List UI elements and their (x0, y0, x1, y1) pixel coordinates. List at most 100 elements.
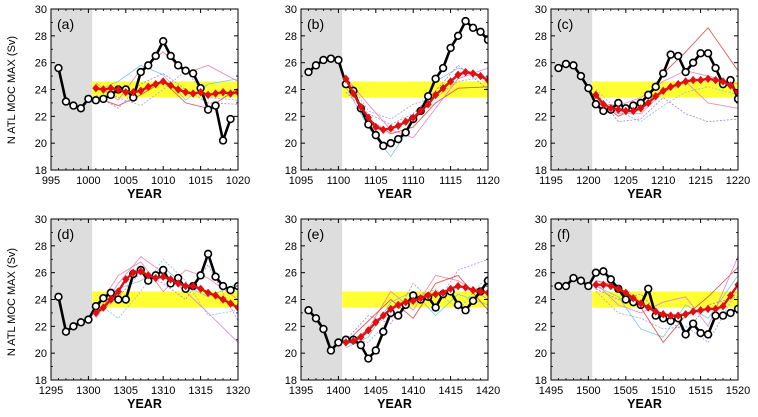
ensemble-mean-point (614, 105, 622, 114)
plot-area (551, 219, 738, 380)
ensemble-mean-point (144, 82, 152, 92)
ensemble-mean-point (652, 307, 660, 316)
x-tick-label: 1210 (651, 175, 675, 187)
ensemble-mean-point (107, 295, 115, 304)
x-tick-label: 1305 (114, 385, 138, 397)
observed-point (703, 49, 713, 58)
observed-point (61, 327, 71, 336)
y-tick-label: 18 (35, 165, 47, 177)
ensemble-mean-point (637, 104, 645, 113)
y-axis-label-top-row: N ATL MOC MAX (Sv) (6, 36, 18, 144)
ensemble-mean-point (659, 86, 667, 96)
y-tick-label: 22 (35, 111, 47, 123)
pre-init-shade (301, 9, 343, 170)
observed-point (561, 281, 571, 291)
pre-init-shade (51, 9, 93, 170)
ensemble-mean-point (372, 318, 380, 327)
observed-point (226, 114, 235, 124)
y-tick-label: 28 (285, 241, 297, 253)
ensemble-mean-point (357, 102, 365, 112)
ensemble-mean-point (469, 285, 477, 295)
y-tick-label: 18 (285, 165, 297, 177)
ensemble-mean-point (219, 87, 227, 97)
observed-point (371, 346, 380, 355)
observed-point (226, 285, 235, 295)
ensemble-mean-point (211, 291, 220, 300)
chart-panel: 1395 1400 1405 1410 1415 1420 18 20 22 24 26 28 30 (e… (285, 214, 500, 411)
observed-point (703, 330, 713, 339)
plot-area (51, 219, 238, 380)
ensemble-mean-point (734, 87, 738, 97)
observed-point (554, 281, 563, 291)
observed-point (166, 51, 175, 61)
ensemble-mean-point (592, 280, 600, 289)
ensemble-mean-point (387, 304, 395, 314)
ensemble-mean-point (424, 100, 432, 109)
ensemble-mean-point (129, 268, 137, 277)
observed-point (461, 306, 470, 315)
ensemble-mean-point (454, 70, 462, 79)
ensemble-mean-point (704, 304, 712, 314)
y-tick-label: 26 (35, 268, 47, 280)
panel-label: (e) (307, 226, 324, 242)
observed-point (644, 284, 653, 293)
ensemble-member-line (345, 274, 488, 343)
x-tick-label: 995 (42, 175, 60, 187)
observed-point (334, 338, 343, 347)
ensemble-mean-point (349, 336, 357, 346)
ensemble-mean-point (652, 92, 660, 101)
observed-point (91, 302, 101, 311)
y-axis-label-bottom-row: N ATL MOC MAX (Sv) (6, 248, 18, 356)
y-tick-label: 22 (35, 321, 47, 333)
y-tick-label: 30 (535, 214, 547, 226)
chart-panel: 1295 1300 1305 1310 1315 1320 18 20 22 24 26 28 30 (d… (35, 214, 250, 411)
y-tick-label: 20 (35, 348, 47, 360)
ensemble-mean-point (682, 310, 690, 319)
ensemble-member-line (95, 51, 238, 101)
x-tick-label: 1215 (688, 175, 712, 187)
x-tick-label: 1005 (114, 175, 138, 187)
ensemble-mean-point (726, 81, 735, 90)
observed-point (438, 63, 448, 73)
x-axis-label: YEAR (127, 397, 162, 411)
observed-point (61, 97, 71, 106)
y-tick-label: 24 (535, 85, 547, 97)
observed-point (666, 50, 675, 59)
ensemble-mean-point (424, 291, 432, 300)
ensemble-mean-point (432, 90, 440, 100)
x-tick-label: 1120 (476, 175, 500, 187)
observed-point (151, 51, 160, 61)
ensemble-mean-point (99, 303, 107, 312)
x-tick-label: 1300 (76, 385, 100, 397)
ensemble-mean-point (204, 288, 212, 297)
y-tick-label: 22 (285, 321, 297, 333)
y-tick-label: 22 (535, 321, 547, 333)
climatology-band (342, 81, 488, 98)
ensemble-mean-point (667, 82, 675, 92)
pre-init-shade (551, 219, 593, 380)
y-tick-label: 26 (535, 58, 547, 70)
observed-point (711, 63, 720, 73)
observed-point (326, 346, 336, 355)
ensemble-mean-point (592, 90, 600, 100)
ensemble-mean-point (614, 284, 622, 293)
observed-point (711, 311, 720, 320)
y-tick-label: 18 (35, 375, 47, 387)
observed-point (159, 36, 168, 46)
observed-point (401, 128, 410, 137)
y-tick-label: 30 (285, 4, 297, 16)
ensemble-mean-point (342, 338, 350, 347)
observed-point (554, 63, 563, 73)
observed-point (334, 55, 343, 65)
ensemble-mean-point (599, 100, 607, 109)
ensemble-mean-point (394, 300, 402, 310)
ensemble-mean-point (159, 272, 167, 281)
x-axis-label: YEAR (377, 187, 412, 201)
plot-area (51, 9, 238, 170)
ensemble-member-line (95, 258, 238, 319)
y-tick-label: 30 (535, 4, 547, 16)
ensemble-mean-point (159, 77, 167, 86)
ensemble-mean-point (92, 83, 100, 93)
ensemble-mean-point (484, 75, 488, 85)
